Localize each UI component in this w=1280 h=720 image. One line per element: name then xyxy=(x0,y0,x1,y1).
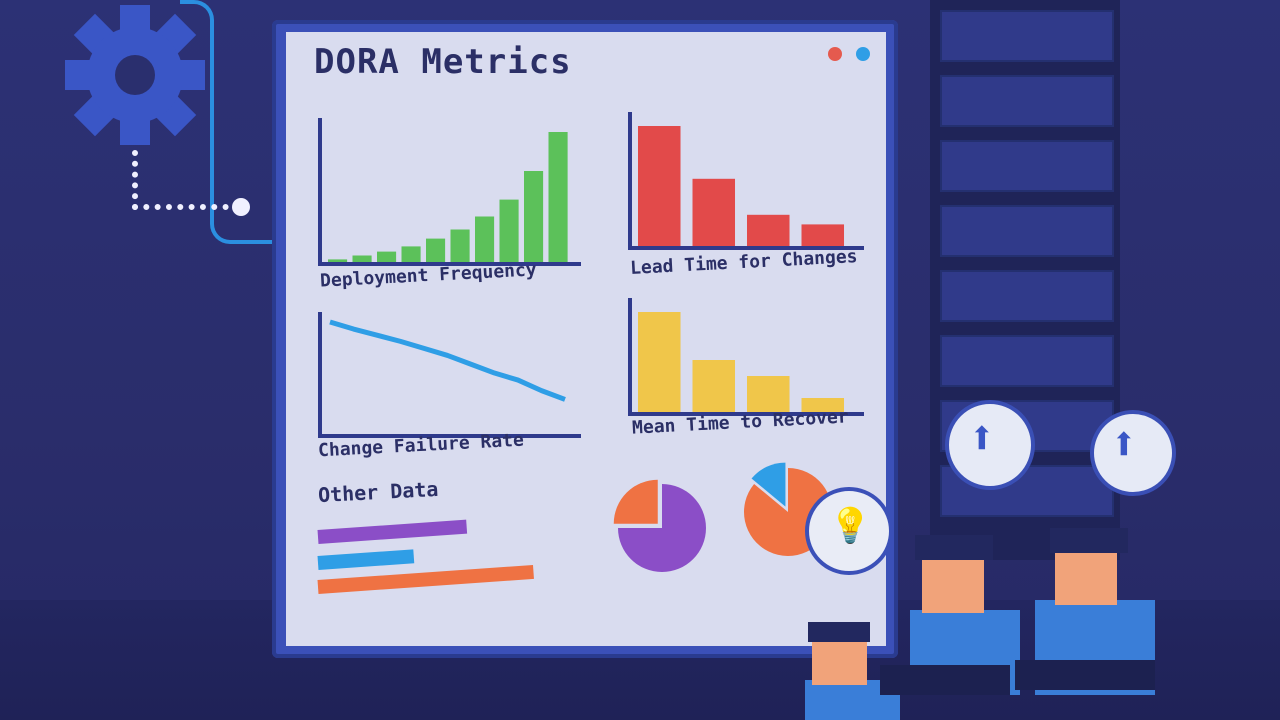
bar xyxy=(352,255,372,262)
keyboard xyxy=(880,665,1010,695)
window-dot-blue[interactable] xyxy=(856,47,870,61)
bar xyxy=(328,259,348,262)
dotted-connector xyxy=(132,150,138,210)
pie-slice xyxy=(613,479,658,524)
keyboard xyxy=(1015,660,1155,690)
pie-slice xyxy=(618,484,706,572)
bar xyxy=(524,171,544,262)
window-dot-red[interactable] xyxy=(828,47,842,61)
rack-unit xyxy=(940,335,1114,387)
bar xyxy=(450,229,470,262)
dashboard-title: DORA Metrics xyxy=(314,42,572,82)
up-arrow-icon: ⬆ xyxy=(1110,416,1138,470)
chart-axis xyxy=(628,298,864,416)
series-line xyxy=(329,319,566,402)
bar xyxy=(499,199,519,262)
person-hair xyxy=(1050,528,1128,553)
wire-cable xyxy=(180,0,214,214)
bar xyxy=(747,376,790,412)
gear-icon xyxy=(65,5,205,145)
pie-chart-1 xyxy=(613,479,706,572)
rack-unit xyxy=(940,270,1114,322)
bar xyxy=(692,360,736,412)
up-arrow-icon: ⬆ xyxy=(968,410,996,464)
mean-time-to-recover-chart xyxy=(628,298,864,416)
bar xyxy=(692,178,736,246)
change-failure-rate-chart xyxy=(318,312,581,438)
bar xyxy=(426,238,446,262)
rack-unit xyxy=(940,205,1114,257)
upload-bubble xyxy=(1090,410,1176,496)
rack-unit xyxy=(940,140,1114,192)
bar xyxy=(401,246,421,262)
chart-axis xyxy=(628,112,864,250)
pie-slice xyxy=(751,462,786,507)
bar xyxy=(801,398,845,412)
lightbulb-icon: 💡 xyxy=(829,506,872,546)
bar xyxy=(638,312,681,412)
lead-time-chart xyxy=(628,112,864,250)
rack-unit xyxy=(940,10,1114,62)
connector-node xyxy=(232,198,250,216)
idea-bubble xyxy=(805,487,893,575)
dotted-connector xyxy=(132,204,240,210)
bar xyxy=(475,216,495,262)
upload-bubble xyxy=(945,400,1035,490)
rack-unit xyxy=(940,75,1114,127)
deployment-frequency-chart xyxy=(318,118,581,266)
chart-axis xyxy=(318,118,581,266)
bar xyxy=(377,251,397,262)
chart-axis xyxy=(318,312,581,438)
bar xyxy=(548,132,568,262)
person-hair xyxy=(915,535,993,560)
bar xyxy=(801,224,845,246)
bar xyxy=(638,126,681,246)
bar xyxy=(747,214,790,246)
person-hair xyxy=(808,622,870,642)
